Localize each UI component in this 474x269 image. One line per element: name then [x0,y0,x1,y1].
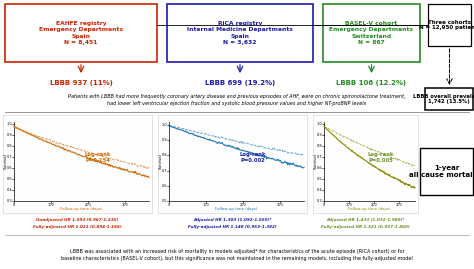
Bar [158,115,307,213]
Text: Fully-adjusted HR 1.021 (0.894-1.166): Fully-adjusted HR 1.021 (0.894-1.166) [33,225,122,229]
Text: 0.6: 0.6 [161,184,167,188]
Text: RICA registry
Internal Medicine Departments
Spain
N = 3,632: RICA registry Internal Medicine Departme… [187,21,293,45]
Text: Fully-adjusted HR 1.321 (0.937-1.860): Fully-adjusted HR 1.321 (0.937-1.860) [321,225,410,229]
Text: EAHFE registry
Emergency Departments
Spain
N = 8,451: EAHFE registry Emergency Departments Spa… [39,21,123,45]
Text: 0.5: 0.5 [6,177,12,181]
Text: 0.5: 0.5 [316,177,322,181]
Text: 0.7: 0.7 [6,155,12,159]
Text: 0.9: 0.9 [316,133,322,137]
Text: Follow-up time (days): Follow-up time (days) [60,207,103,211]
Text: 0.7: 0.7 [161,169,167,173]
Text: 0: 0 [13,204,15,207]
Text: 0: 0 [168,204,170,207]
Text: Survival: Survival [4,154,8,169]
Text: Log-rank
P=0.154: Log-rank P=0.154 [84,152,111,163]
Text: 1-year
all cause mortality: 1-year all cause mortality [410,165,474,178]
Text: Three cohorts
N = 12,950 patients: Three cohorts N = 12,950 patients [419,20,474,30]
Text: 200: 200 [239,204,246,207]
Text: 0.6: 0.6 [316,166,322,170]
Text: LBBB was associated with an increased risk of mortality in models adjusted* for : LBBB was associated with an increased ri… [61,249,413,261]
Text: 100: 100 [202,204,210,207]
Text: 0.9: 0.9 [6,133,12,137]
Bar [323,4,420,62]
Text: Adjusted HR 1.303 (1.092-1.555)*: Adjusted HR 1.303 (1.092-1.555)* [193,218,272,222]
Text: Survival: Survival [314,154,318,169]
Text: Unadjusted HR 1.093 (0.967-1.235): Unadjusted HR 1.093 (0.967-1.235) [36,218,118,222]
Text: 1.0: 1.0 [316,122,322,126]
Text: 300: 300 [122,204,128,207]
Text: 0.8: 0.8 [6,144,12,148]
Text: 0.8: 0.8 [161,153,167,157]
Text: Fully-adjusted HR 1.148 (0.953-1.382): Fully-adjusted HR 1.148 (0.953-1.382) [188,225,277,229]
Text: 100: 100 [47,204,55,207]
Text: 100: 100 [346,204,352,207]
Text: 0.9: 0.9 [161,138,167,142]
Bar [3,115,152,213]
Text: BASEL-V cohort
Emergency Departments
Switzerland
N = 867: BASEL-V cohort Emergency Departments Swi… [329,21,413,45]
Text: 0.4: 0.4 [316,188,322,192]
Bar [420,148,473,195]
Text: 0.4: 0.4 [6,188,12,192]
Text: 300: 300 [277,204,283,207]
Text: LBBB 699 (19.2%): LBBB 699 (19.2%) [205,80,275,86]
Text: LBBB 937 (11%): LBBB 937 (11%) [50,80,112,86]
Text: 0.3: 0.3 [6,199,12,203]
Text: Patients with LBBB had more frequently coronary artery disease and previous epis: Patients with LBBB had more frequently c… [68,94,406,106]
Text: Follow-up time (days): Follow-up time (days) [215,207,258,211]
Text: Follow-up time (days): Follow-up time (days) [348,207,391,211]
Text: 200: 200 [371,204,377,207]
Text: Log-rank
P=0.005: Log-rank P=0.005 [367,152,394,163]
Text: Log-rank
P=0.002: Log-rank P=0.002 [239,152,266,163]
Text: 0.5: 0.5 [161,199,167,203]
Bar [5,4,157,62]
Text: 0.7: 0.7 [316,155,322,159]
Text: 1.0: 1.0 [6,122,12,126]
Text: 1.0: 1.0 [161,123,167,127]
Bar [425,88,473,110]
Bar [428,4,471,46]
Bar [313,115,418,213]
Text: LBBB 106 (12.2%): LBBB 106 (12.2%) [337,80,407,86]
Text: Adjusted HR 1.433 (1.032-1.989)*: Adjusted HR 1.433 (1.032-1.989)* [326,218,405,222]
Text: 0.6: 0.6 [6,166,12,170]
Bar [167,4,313,62]
Text: Survival: Survival [159,154,163,169]
Text: 200: 200 [84,204,91,207]
Text: LBBB overall prevalence
1,742 (13.5%): LBBB overall prevalence 1,742 (13.5%) [412,94,474,104]
Text: 0.8: 0.8 [316,144,322,148]
Text: 0.3: 0.3 [316,199,322,203]
Text: 0: 0 [323,204,325,207]
Text: 300: 300 [395,204,402,207]
